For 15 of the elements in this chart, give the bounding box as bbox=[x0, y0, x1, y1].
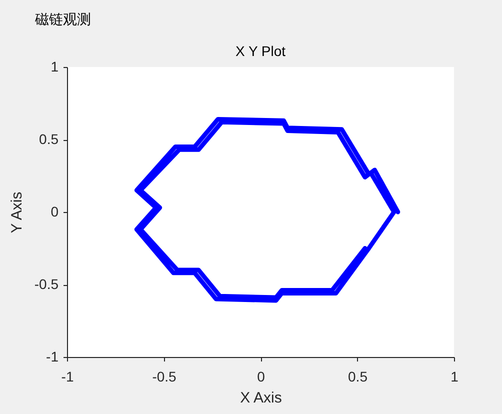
x-tick-label: -0.5 bbox=[152, 368, 177, 384]
x-tick-label: -1 bbox=[61, 368, 74, 384]
x-tick-label: 1 bbox=[450, 368, 459, 384]
line-series bbox=[134, 116, 400, 303]
x-axis-title: X Axis bbox=[240, 390, 282, 406]
y-tick-label: 0.5 bbox=[39, 131, 59, 147]
x-tick-label: 0 bbox=[257, 368, 266, 384]
y-tick-label: 1 bbox=[50, 58, 59, 74]
x-tick-label: 0.5 bbox=[348, 368, 368, 384]
y-tick-label: 0 bbox=[50, 204, 59, 220]
y-axis-title: Y Axis bbox=[8, 192, 26, 234]
chart-title: X Y Plot bbox=[235, 43, 286, 59]
y-tick-label: -1 bbox=[46, 348, 59, 364]
y-tick-label: -0.5 bbox=[34, 276, 59, 292]
text: 磁链观测 bbox=[34, 12, 91, 28]
